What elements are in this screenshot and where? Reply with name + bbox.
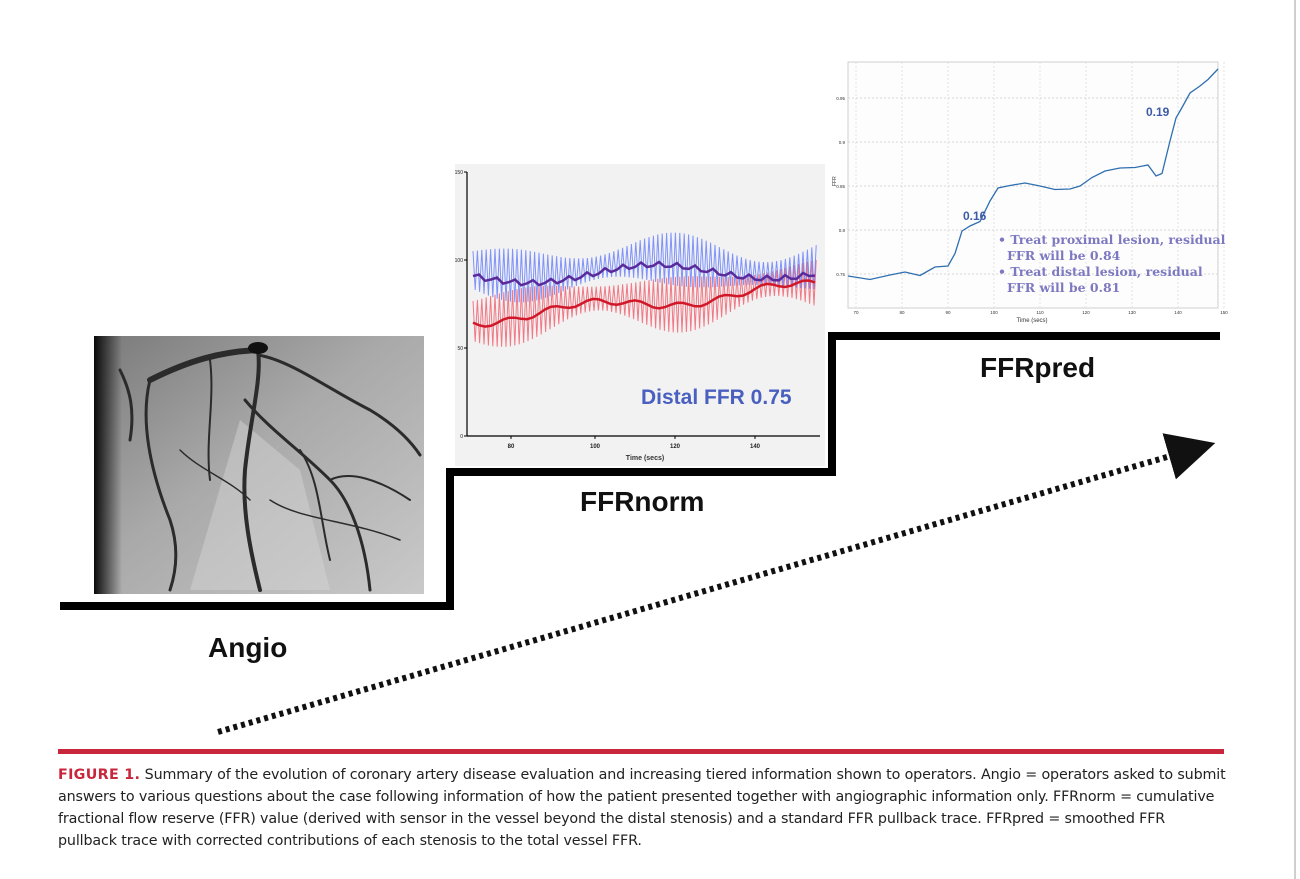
figure-caption: FIGURE 1. Summary of the evolution of co… <box>58 764 1228 852</box>
ffrpred-ytick: 0.75 <box>836 272 845 277</box>
stage-label-angio: Angio <box>208 632 288 663</box>
ffrpred-ytick: 0.95 <box>836 96 845 101</box>
figure-label: FIGURE 1. <box>58 767 141 783</box>
step-label-2: 0.19 <box>1146 105 1170 119</box>
ffrpred-xlabel: Time (secs) <box>1016 318 1047 324</box>
note-2-line-2: FFR will be 0.81 <box>1007 280 1120 295</box>
treatment-notes: • Treat proximal lesion, residual FFR wi… <box>998 232 1226 295</box>
note-1-line-2: FFR will be 0.84 <box>1007 248 1121 263</box>
ffrnorm-ytick: 150 <box>455 170 464 176</box>
ffrpred-xtick: 150 <box>1220 310 1228 315</box>
ffrpred-xtick: 120 <box>1082 310 1090 315</box>
arrow-head-icon <box>1184 438 1206 462</box>
ffrpred-ytick: 0.85 <box>836 184 845 189</box>
stage-label-ffrnorm: FFRnorm <box>580 486 705 517</box>
stage-label-ffrpred: FFRpred <box>980 352 1096 383</box>
ffrpred-xtick: 100 <box>990 310 998 315</box>
ffrnorm-ytick: 0 <box>460 434 463 440</box>
ffrpred-xtick: 90 <box>945 310 951 315</box>
ffrpred-xtick: 140 <box>1174 310 1182 315</box>
ffrnorm-ytick: 50 <box>457 346 463 352</box>
progress-arrow <box>217 433 1216 735</box>
ffrpred-xtick: 110 <box>1036 310 1044 315</box>
ffrpred-xtick: 70 <box>853 310 859 315</box>
ffrpred-xtick: 130 <box>1128 310 1136 315</box>
ffrpred-panel: 0.95 0.9 0.85 0.8 0.75 70 80 90 100 110 120 130 140… <box>830 61 1228 328</box>
ffrpred-ylabel: FFR <box>832 176 838 186</box>
ffrnorm-xtick: 120 <box>670 444 681 450</box>
caption-divider <box>58 749 1224 754</box>
ffrnorm-xtick: 80 <box>508 444 515 450</box>
ffrpred-xtick: 80 <box>899 310 905 315</box>
step-label-1: 0.16 <box>963 209 987 223</box>
note-2-line-1: • Treat distal lesion, residual <box>998 264 1203 279</box>
figure: 150 100 50 0 80 100 120 140 Time (secs) Distal… <box>60 61 1228 735</box>
distal-ffr-annotation: Distal FFR 0.75 <box>641 386 792 409</box>
ffrpred-ytick: 0.8 <box>839 228 846 233</box>
ffrnorm-xtick: 100 <box>590 444 601 450</box>
ffrnorm-panel: 150 100 50 0 80 100 120 140 Time (secs) Distal… <box>455 164 825 466</box>
ffrnorm-xlabel: Time (secs) <box>626 455 664 462</box>
page-edge <box>1294 0 1296 879</box>
caption-text: Summary of the evolution of coronary art… <box>58 767 1226 849</box>
ffrpred-ytick: 0.9 <box>839 140 846 145</box>
staircase-line <box>60 332 1220 610</box>
angiogram-image <box>94 336 424 594</box>
ffrnorm-ytick: 100 <box>455 258 464 264</box>
note-1-line-1: • Treat proximal lesion, residual <box>998 232 1226 247</box>
ffrnorm-xtick: 140 <box>750 444 761 450</box>
